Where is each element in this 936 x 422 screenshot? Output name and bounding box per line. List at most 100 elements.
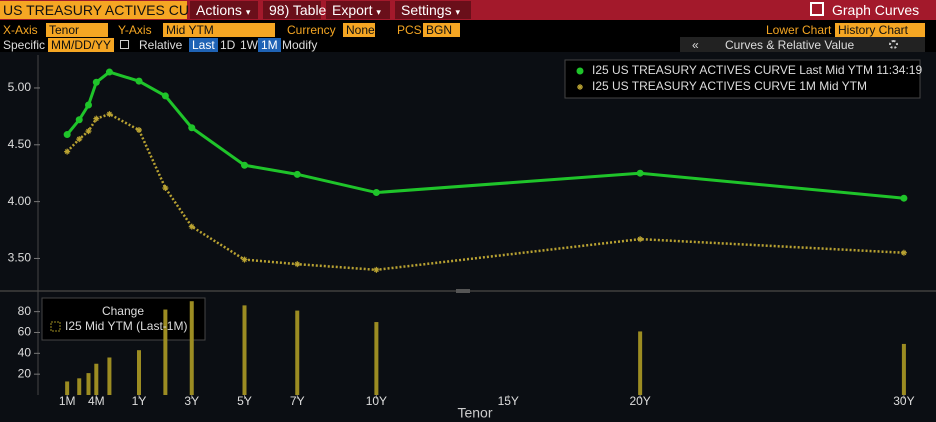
- y-tick-label: 80: [18, 304, 32, 318]
- x-tick-label: 7Y: [290, 394, 305, 408]
- settings-icon[interactable]: [889, 40, 898, 49]
- menu-actions[interactable]: Actions ▾: [190, 1, 258, 19]
- y-tick-label: 4.50: [8, 137, 32, 151]
- legend-label: I25 Mid YTM (Last-1M): [65, 319, 187, 333]
- point: [241, 161, 249, 169]
- bar: [107, 357, 112, 395]
- point: [637, 236, 644, 243]
- legend-marker: [577, 84, 583, 90]
- legend-box: [564, 59, 921, 99]
- bar: [295, 310, 300, 395]
- bar: [189, 301, 194, 395]
- pcs-field[interactable]: BGN: [423, 23, 460, 37]
- point: [92, 78, 100, 86]
- y-tick-label: 5.00: [8, 80, 32, 94]
- menu-label: Settings: [401, 2, 452, 18]
- point: [188, 223, 195, 230]
- legend-label: I25 US TREASURY ACTIVES CURVE 1M Mid YTM: [592, 79, 867, 93]
- x-tick-label: 3Y: [184, 394, 199, 408]
- legend-title: Change: [102, 304, 144, 318]
- chart-background: [0, 52, 936, 422]
- menu-table[interactable]: 98) Table: [263, 1, 326, 19]
- lower-chart-field[interactable]: History Chart: [835, 23, 925, 37]
- x-tick-label: 15Y: [498, 394, 519, 408]
- bar: [163, 309, 168, 395]
- bar: [86, 373, 91, 395]
- label: Lower Chart: [766, 23, 832, 37]
- x-tick-label: 1M: [59, 394, 76, 408]
- label: X-Axis: [3, 23, 38, 37]
- menu-label: Export: [332, 2, 373, 18]
- divider-handle: [456, 289, 470, 293]
- point: [85, 101, 92, 109]
- y-axis-field[interactable]: Mid YTM: [163, 23, 275, 37]
- bar: [901, 343, 906, 395]
- collapse-button[interactable]: «: [692, 38, 699, 52]
- bar: [638, 331, 643, 395]
- modify-button[interactable]: Modify: [282, 38, 318, 52]
- panel-header: [680, 37, 925, 52]
- x-tick-label: 20Y: [629, 394, 650, 408]
- legend-marker: [50, 321, 61, 332]
- point: [373, 266, 380, 273]
- point: [105, 68, 113, 76]
- point: [636, 169, 644, 177]
- bar: [77, 378, 82, 395]
- y-tick-label: 20: [18, 366, 32, 380]
- panel-title: Curves & Relative Value: [725, 38, 855, 52]
- legend-marker: [576, 67, 584, 75]
- x-tick-label: 4M: [88, 394, 105, 408]
- point: [75, 116, 83, 124]
- x-axis-field[interactable]: Tenor: [46, 23, 108, 37]
- point: [63, 131, 71, 139]
- app-icon: [810, 2, 824, 16]
- x-tick-label: 1Y: [132, 394, 147, 408]
- menu-export[interactable]: Export ▾: [326, 1, 390, 19]
- menu-settings[interactable]: Settings ▾: [395, 1, 471, 19]
- label: Y-Axis: [118, 23, 152, 37]
- calendar-icon[interactable]: [120, 40, 129, 49]
- point: [136, 127, 142, 134]
- point: [85, 128, 92, 135]
- x-axis-title: Tenor: [457, 405, 492, 421]
- currency-field[interactable]: None: [343, 23, 375, 37]
- point: [241, 256, 248, 263]
- point: [76, 136, 83, 143]
- point: [294, 261, 301, 268]
- label: Relative: [139, 38, 183, 52]
- relative-option[interactable]: 1D: [220, 38, 236, 52]
- bar: [242, 305, 247, 395]
- date-field[interactable]: MM/DD/YY: [48, 38, 114, 52]
- bar: [94, 363, 99, 395]
- legend-box: [41, 297, 206, 341]
- relative-option[interactable]: 1M: [258, 38, 281, 52]
- bar: [374, 322, 379, 395]
- bar: [137, 350, 141, 395]
- relative-option[interactable]: 1W: [240, 38, 258, 52]
- y-tick-label: 40: [18, 345, 32, 359]
- x-tick-label: 10Y: [366, 394, 387, 408]
- y-tick-label: 4.00: [8, 194, 32, 208]
- label: Specific: [3, 38, 46, 52]
- point: [106, 111, 113, 118]
- label: PCS: [397, 23, 422, 37]
- y-tick-label: 3.50: [8, 251, 32, 265]
- bar: [65, 381, 70, 395]
- x-tick-label: 30Y: [893, 394, 914, 408]
- point: [64, 148, 71, 155]
- point: [93, 115, 100, 122]
- point: [900, 249, 907, 256]
- point: [162, 184, 169, 191]
- security-input[interactable]: US TREASURY ACTIVES CURV: [0, 1, 208, 19]
- app-title: Graph Curves: [832, 2, 920, 18]
- point: [161, 92, 169, 100]
- point: [372, 189, 380, 197]
- label: Currency: [287, 23, 336, 37]
- x-tick-label: 5Y: [237, 394, 252, 408]
- point: [900, 194, 908, 202]
- y-tick-label: 60: [18, 325, 32, 339]
- relative-option[interactable]: Last: [189, 38, 218, 52]
- legend-label: I25 US TREASURY ACTIVES CURVE Last Mid Y…: [592, 63, 922, 77]
